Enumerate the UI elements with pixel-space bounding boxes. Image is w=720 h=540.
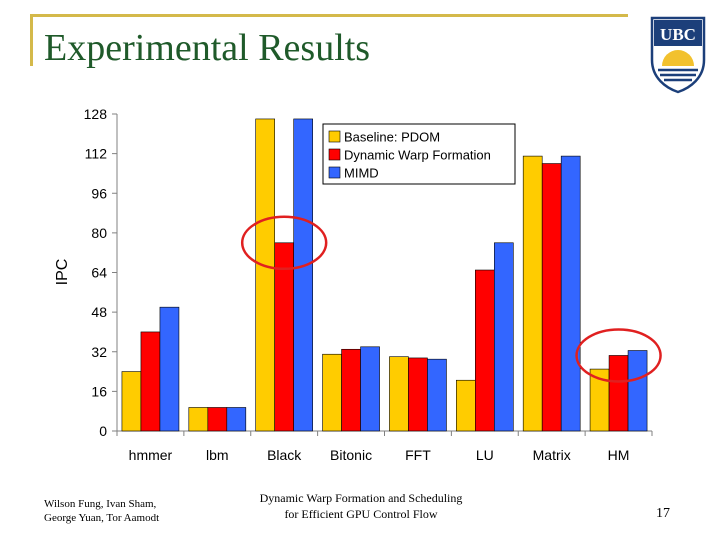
legend-label-1: Baseline: PDOM bbox=[344, 130, 440, 145]
y-tick-label: 112 bbox=[85, 146, 108, 162]
talk-line-2: for Efficient GPU Control Flow bbox=[284, 507, 438, 521]
bar-bitonic-series-2 bbox=[341, 348, 361, 432]
annotation-circle-hm bbox=[575, 328, 662, 383]
y-tick-label: 128 bbox=[84, 106, 108, 122]
x-tick-label: HM bbox=[608, 447, 630, 463]
x-tick-label: hmmer bbox=[129, 447, 173, 463]
bar-hmmer-series-2 bbox=[140, 331, 161, 432]
legend-swatch-3 bbox=[328, 166, 341, 179]
x-tick-label: Bitonic bbox=[330, 447, 372, 463]
authors-line-1: Wilson Fung, Ivan Sham, bbox=[44, 498, 157, 510]
title-accent-line-left bbox=[30, 14, 33, 66]
y-tick-label: 32 bbox=[91, 344, 107, 360]
y-tick-label: 96 bbox=[91, 185, 107, 201]
bar-lbm-series-3 bbox=[226, 407, 247, 432]
bar-lu-series-2 bbox=[475, 269, 495, 432]
bar-lbm-series-1 bbox=[188, 407, 209, 432]
bar-lu-series-1 bbox=[456, 379, 476, 432]
x-tick-label: Matrix bbox=[533, 447, 571, 463]
legend-label-3: MIMD bbox=[344, 166, 379, 181]
title-accent-line-top bbox=[30, 14, 628, 17]
bar-lu-series-3 bbox=[494, 242, 514, 432]
legend-box bbox=[322, 123, 516, 185]
x-tick-label: lbm bbox=[206, 447, 229, 463]
bar-bitonic-series-1 bbox=[322, 353, 342, 432]
logo-band bbox=[654, 20, 702, 46]
bar-hmmer-series-1 bbox=[121, 371, 142, 432]
x-tick-label: LU bbox=[476, 447, 494, 463]
chart-legend: Baseline: PDOM Dynamic Warp Formation MIMD bbox=[322, 123, 516, 185]
bar-fft-series-2 bbox=[408, 357, 428, 432]
page-number: 17 bbox=[656, 506, 670, 521]
talk-line-1: Dynamic Warp Formation and Scheduling bbox=[259, 491, 463, 505]
y-tick-label: 80 bbox=[91, 225, 107, 241]
y-tick-label: 16 bbox=[91, 383, 107, 399]
logo-sun-icon bbox=[658, 50, 698, 82]
ubc-logo: UBC bbox=[650, 16, 706, 94]
annotation-circle-black bbox=[240, 215, 328, 271]
bar-black-series-3 bbox=[293, 118, 313, 432]
y-axis-label: IPC bbox=[54, 259, 71, 286]
bar-hmmer-series-3 bbox=[159, 306, 180, 432]
bar-matrix-series-1 bbox=[522, 155, 543, 432]
footer-authors: Wilson Fung, Ivan Sham, George Yuan, Tor… bbox=[44, 497, 159, 525]
x-tick-label: FFT bbox=[405, 447, 431, 463]
bar-black-series-1 bbox=[255, 118, 275, 432]
logo-text: UBC bbox=[660, 25, 696, 44]
legend-swatch-1 bbox=[328, 130, 341, 143]
footer-talk-title: Dynamic Warp Formation and Scheduling fo… bbox=[230, 490, 492, 522]
legend-swatch-2 bbox=[328, 148, 341, 161]
y-tick-label: 64 bbox=[91, 265, 107, 281]
bar-hm-series-3 bbox=[627, 350, 648, 432]
bar-hm-series-2 bbox=[608, 355, 629, 432]
bar-fft-series-3 bbox=[427, 358, 447, 432]
bar-matrix-series-2 bbox=[541, 163, 562, 432]
ipc-bar-chart: 0 16 32 48 64 80 96 112 128 hmmer lbm Black Bitonic F… bbox=[54, 106, 662, 463]
legend-label-2: Dynamic Warp Formation bbox=[344, 148, 491, 163]
bar-lbm-series-2 bbox=[207, 407, 228, 432]
bar-fft-series-1 bbox=[389, 356, 409, 432]
authors-line-2: George Yuan, Tor Aamodt bbox=[44, 512, 160, 524]
slide-title: Experimental Results bbox=[44, 27, 371, 69]
bar-bitonic-series-3 bbox=[360, 346, 380, 432]
y-tick-label: 48 bbox=[91, 304, 107, 320]
chart-annotations bbox=[240, 215, 662, 383]
bar-matrix-series-3 bbox=[560, 155, 581, 432]
y-tick-label: 0 bbox=[99, 423, 107, 439]
bar-black-series-2 bbox=[274, 242, 294, 432]
chart-bars bbox=[121, 118, 648, 432]
x-tick-label: Black bbox=[267, 447, 302, 463]
